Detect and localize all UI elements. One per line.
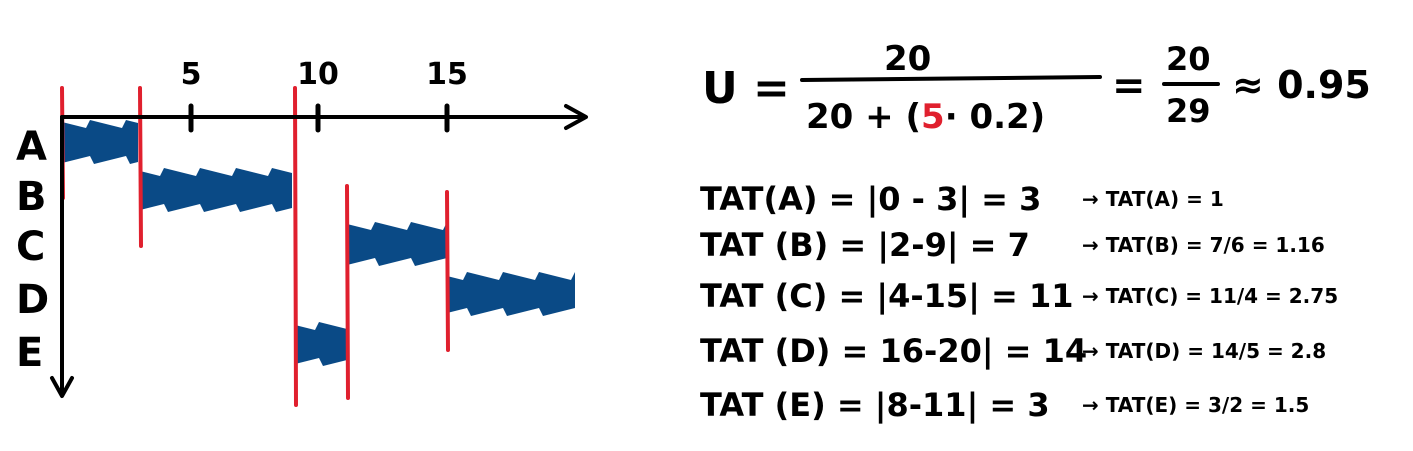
simplified-numerator: 20 [1166, 40, 1211, 78]
tick-label: 15 [426, 57, 468, 92]
highlighted-term: 5 [921, 97, 945, 137]
utilization-denominator: 20 + (5· 0.2) [806, 97, 1045, 137]
tat-equation: TAT (C) = |4-15| = 11 [700, 277, 1074, 316]
tick-label: 10 [297, 57, 339, 92]
gantt-bar-d [447, 272, 575, 316]
gantt-dividers [60, 86, 450, 407]
gantt-bar-c [347, 222, 447, 266]
process-label-d: D [16, 277, 49, 323]
tat-average: → TAT(C) = 11/4 = 2.75 [1082, 284, 1338, 308]
process-label-c: C [16, 224, 45, 270]
tat-row: TAT (D) = 16-20| = 14→ TAT(D) = 14/5 = 2… [700, 332, 1326, 371]
utilization-numerator: 20 [884, 39, 931, 79]
gantt-bars [62, 120, 575, 366]
tat-row: TAT(A) = |0 - 3| = 3 → TAT(A) = 1 [700, 180, 1224, 219]
tat-average: → TAT(D) = 14/5 = 2.8 [1082, 339, 1326, 363]
tat-equation: TAT(A) = |0 - 3| = 3 [700, 180, 1041, 219]
tat-average: → TAT(B) = 7/6 = 1.16 [1082, 233, 1325, 257]
gantt-bar-a [62, 120, 138, 164]
utilization-formula: U = 20 20 + (5· 0.2) = 20 29 ≈ 0.95 [702, 39, 1371, 137]
process-axis-arrowhead [50, 376, 74, 398]
tat-row: TAT (E) = |8-11| = 3 → TAT(E) = 3/2 = 1.5 [700, 386, 1309, 425]
schedule-divider [138, 86, 143, 248]
schedule-divider [345, 184, 350, 400]
tat-average: → TAT(A) = 1 [1082, 187, 1224, 211]
schedule-divider [293, 86, 298, 407]
process-label-a: A [16, 124, 47, 170]
turnaround-time-list: TAT(A) = |0 - 3| = 3 → TAT(A) = 1 TAT (B) … [700, 180, 1338, 425]
tick-label: 5 [181, 57, 202, 92]
process-label-b: B [16, 174, 47, 220]
gantt-bar-b [140, 168, 292, 212]
tat-row: TAT (C) = |4-15| = 11 → TAT(C) = 11/4 = 2… [700, 277, 1338, 316]
time-ticks: 5 10 15 [181, 57, 468, 133]
time-axis-arrowhead [564, 104, 588, 130]
tat-average: → TAT(E) = 3/2 = 1.5 [1082, 393, 1309, 417]
utilization-result: ≈ 0.95 [1232, 63, 1371, 107]
simplified-denominator: 29 [1166, 92, 1211, 130]
gantt-bar-e [295, 322, 347, 366]
tat-equation: TAT (E) = |8-11| = 3 [700, 386, 1050, 425]
process-label-e: E [16, 330, 43, 376]
tat-row: TAT (B) = |2-9| = 7 → TAT(B) = 7/6 = 1.16 [700, 226, 1325, 265]
tat-equation: TAT (B) = |2-9| = 7 [700, 226, 1030, 265]
utilization-lhs: U = [702, 63, 790, 114]
schedule-divider [445, 190, 450, 352]
tat-equation: TAT (D) = 16-20| = 14 [700, 332, 1087, 371]
utilization-fraction-bar [800, 75, 1102, 82]
utilization-equals: = [1112, 63, 1146, 109]
